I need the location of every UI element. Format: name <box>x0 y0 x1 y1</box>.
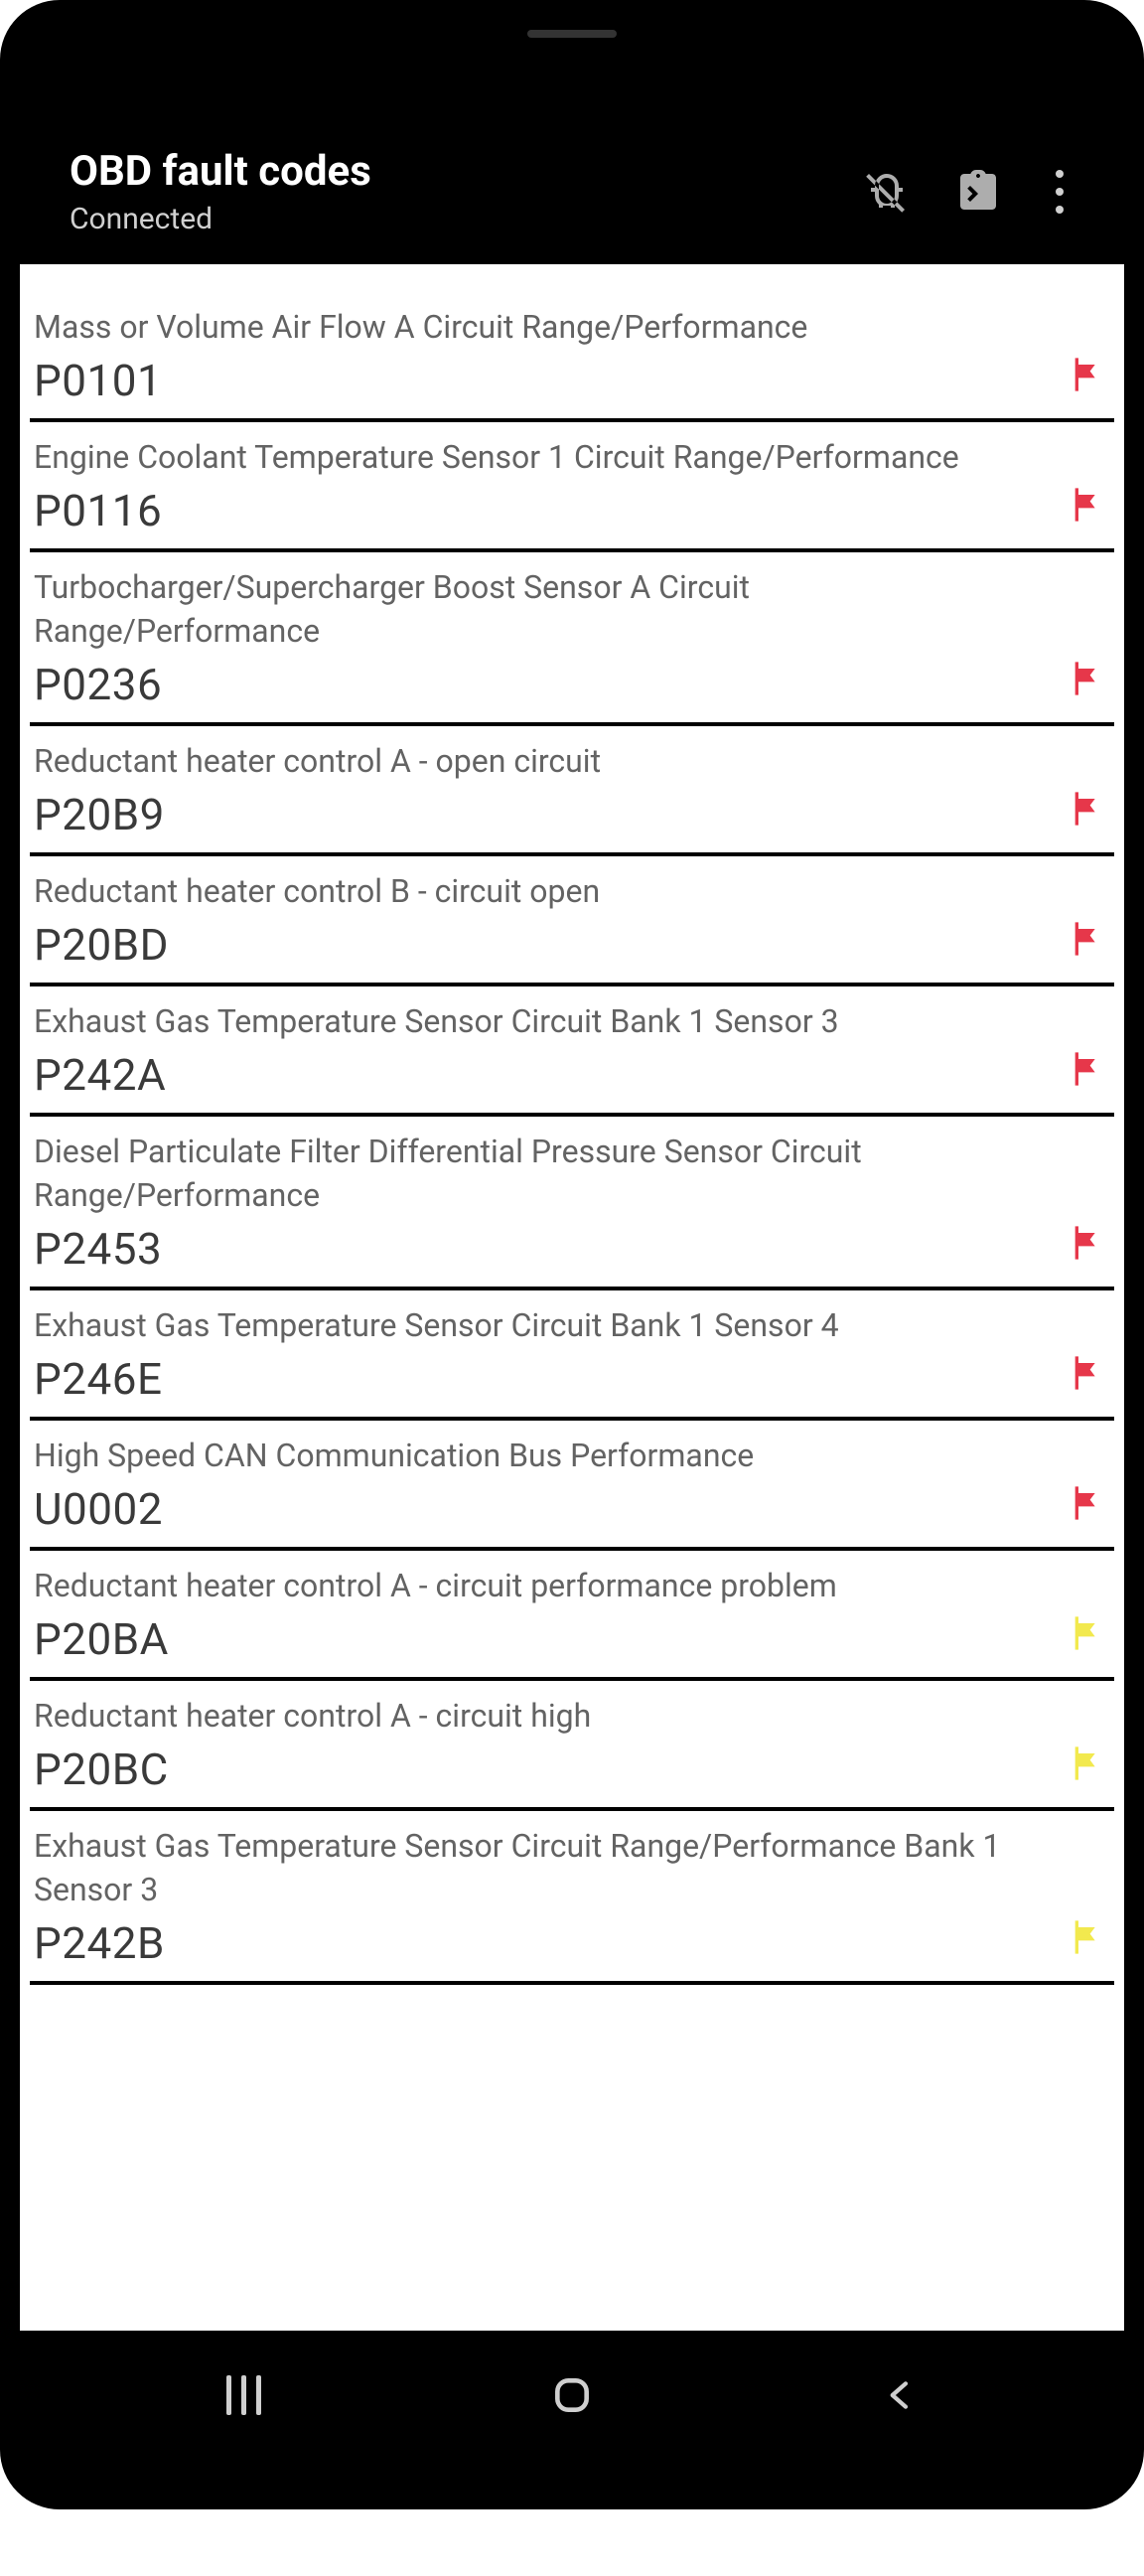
phone-speaker <box>527 30 617 38</box>
fault-description: Exhaust Gas Temperature Sensor Circuit B… <box>34 1000 1110 1043</box>
fault-description: High Speed CAN Communication Bus Perform… <box>34 1435 1110 1477</box>
phone-screen: OBD fault codes Connected Mass or Volume… <box>20 20 1124 2490</box>
fault-code-row: P242B <box>34 1917 1110 1969</box>
fault-description: Reductant heater control B - circuit ope… <box>34 870 1110 913</box>
fault-code-row: U0002 <box>34 1483 1110 1535</box>
fault-code: P20B9 <box>34 789 165 840</box>
fault-item[interactable]: Reductant heater control A - open circui… <box>30 726 1114 856</box>
fault-description: Exhaust Gas Temperature Sensor Circuit R… <box>34 1825 1110 1910</box>
fault-item[interactable]: Exhaust Gas Temperature Sensor Circuit R… <box>30 1811 1114 1984</box>
android-navbar <box>20 2331 1124 2460</box>
fault-description: Exhaust Gas Temperature Sensor Circuit B… <box>34 1304 1110 1347</box>
fault-description: Turbocharger/Supercharger Boost Sensor A… <box>34 566 1110 652</box>
fault-code-row: P2453 <box>34 1223 1110 1275</box>
bottom-spacer <box>20 2460 1124 2490</box>
fault-description: Mass or Volume Air Flow A Circuit Range/… <box>34 306 1110 349</box>
fault-code: P20BD <box>34 919 169 971</box>
fault-code: P242B <box>34 1917 165 1969</box>
fault-code: P242A <box>34 1049 166 1101</box>
fault-item[interactable]: High Speed CAN Communication Bus Perform… <box>30 1421 1114 1551</box>
flag-icon <box>1069 659 1108 698</box>
fault-code-row: P0236 <box>34 659 1110 710</box>
fault-code-row: P246E <box>34 1353 1110 1405</box>
app-header: OBD fault codes Connected <box>20 137 1124 264</box>
fault-code-row: P0116 <box>34 485 1110 536</box>
flag-icon <box>1069 1613 1108 1653</box>
flag-icon <box>1069 1483 1108 1523</box>
fault-code: P0236 <box>34 659 162 710</box>
flag-icon <box>1069 1223 1108 1263</box>
fault-code-row: P242A <box>34 1049 1110 1101</box>
nav-home-button[interactable] <box>542 2365 602 2425</box>
fault-description: Reductant heater control A - open circui… <box>34 740 1110 783</box>
fault-code: P0116 <box>34 485 162 536</box>
nav-back-button[interactable] <box>871 2365 930 2425</box>
fault-description: Reductant heater control A - circuit hig… <box>34 1695 1110 1738</box>
flag-icon <box>1069 1743 1108 1783</box>
fault-list: Mass or Volume Air Flow A Circuit Range/… <box>20 264 1124 2331</box>
fault-item[interactable]: Exhaust Gas Temperature Sensor Circuit B… <box>30 986 1114 1117</box>
fault-item[interactable]: Reductant heater control A - circuit per… <box>30 1551 1114 1681</box>
fault-code: P2453 <box>34 1223 162 1275</box>
fault-description: Diesel Particulate Filter Differential P… <box>34 1131 1110 1216</box>
fault-item[interactable]: Mass or Volume Air Flow A Circuit Range/… <box>30 292 1114 422</box>
fault-code: U0002 <box>34 1483 163 1535</box>
fault-item[interactable]: Turbocharger/Supercharger Boost Sensor A… <box>30 552 1114 725</box>
page-title: OBD fault codes <box>70 147 862 196</box>
clipboard-icon[interactable] <box>953 167 1003 217</box>
fault-item[interactable]: Reductant heater control A - circuit hig… <box>30 1681 1114 1811</box>
connection-status: Connected <box>70 202 862 236</box>
flag-icon <box>1069 1917 1108 1957</box>
flag-icon <box>1069 789 1108 829</box>
header-actions <box>862 167 1094 217</box>
phone-frame: OBD fault codes Connected Mass or Volume… <box>0 0 1144 2509</box>
fault-code-row: P20BC <box>34 1743 1110 1795</box>
clear-codes-icon[interactable] <box>862 167 912 217</box>
flag-icon <box>1069 355 1108 394</box>
flag-icon <box>1069 485 1108 525</box>
fault-item[interactable]: Exhaust Gas Temperature Sensor Circuit B… <box>30 1290 1114 1421</box>
nav-recents-button[interactable] <box>214 2365 273 2425</box>
fault-description: Reductant heater control A - circuit per… <box>34 1565 1110 1607</box>
fault-code-row: P0101 <box>34 355 1110 406</box>
header-titles: OBD fault codes Connected <box>70 147 862 236</box>
fault-code: P0101 <box>34 355 162 406</box>
more-menu-icon[interactable] <box>1045 170 1074 214</box>
fault-code: P20BC <box>34 1743 169 1795</box>
fault-code: P20BA <box>34 1613 169 1665</box>
fault-item[interactable]: Diesel Particulate Filter Differential P… <box>30 1117 1114 1289</box>
fault-code-row: P20BA <box>34 1613 1110 1665</box>
fault-description: Engine Coolant Temperature Sensor 1 Circ… <box>34 436 1110 479</box>
fault-item[interactable]: Reductant heater control B - circuit ope… <box>30 856 1114 986</box>
fault-code-row: P20BD <box>34 919 1110 971</box>
status-bar-spacer <box>20 38 1124 137</box>
fault-code: P246E <box>34 1353 162 1405</box>
flag-icon <box>1069 919 1108 959</box>
fault-code-row: P20B9 <box>34 789 1110 840</box>
flag-icon <box>1069 1049 1108 1089</box>
fault-item[interactable]: Engine Coolant Temperature Sensor 1 Circ… <box>30 422 1114 552</box>
flag-icon <box>1069 1353 1108 1393</box>
